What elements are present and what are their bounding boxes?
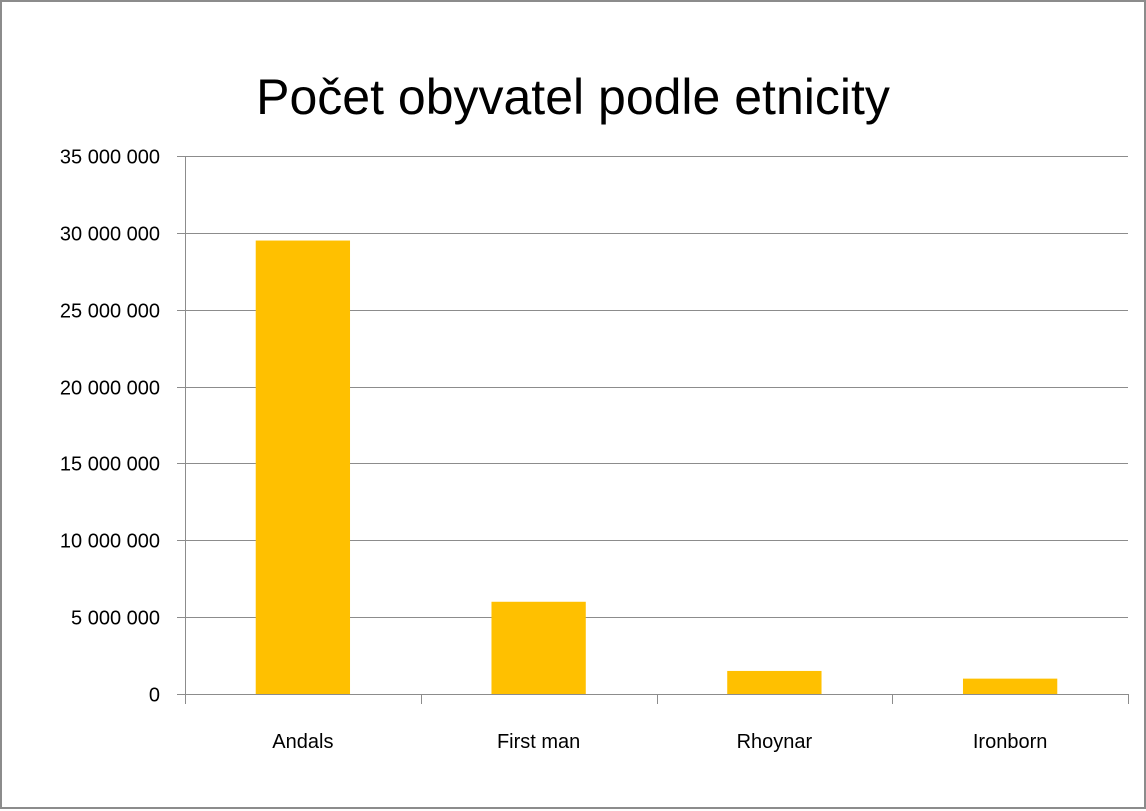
y-tick-label: 20 000 000	[60, 378, 160, 400]
x-tick-label: Ironborn	[973, 731, 1048, 753]
bar	[491, 601, 586, 694]
bars	[255, 240, 1058, 695]
y-tick-label: 15 000 000	[60, 454, 160, 476]
x-tick-label: Rhoynar	[737, 731, 813, 753]
axes	[185, 156, 1129, 704]
y-tick-labels: 0 5 000 000 10 000 000 15 000 000 20 000 000…	[60, 147, 160, 707]
y-tick-label: 10 000 000	[60, 531, 160, 553]
y-tick-label: 0	[149, 685, 160, 707]
y-tick-label: 35 000 000	[60, 147, 160, 169]
y-tick-label: 25 000 000	[60, 301, 160, 323]
y-tick-label: 5 000 000	[71, 608, 160, 630]
x-tick-label: Andals	[272, 731, 333, 753]
x-tick-label: First man	[497, 731, 580, 753]
y-tick-label: 30 000 000	[60, 224, 160, 246]
chart-title: Počet obyvatel podle etnicity	[256, 69, 890, 125]
bar	[727, 670, 822, 694]
bar	[255, 240, 351, 695]
bar	[962, 678, 1058, 694]
x-tick-labels: Andals First man Rhoynar Ironborn	[272, 731, 1047, 753]
